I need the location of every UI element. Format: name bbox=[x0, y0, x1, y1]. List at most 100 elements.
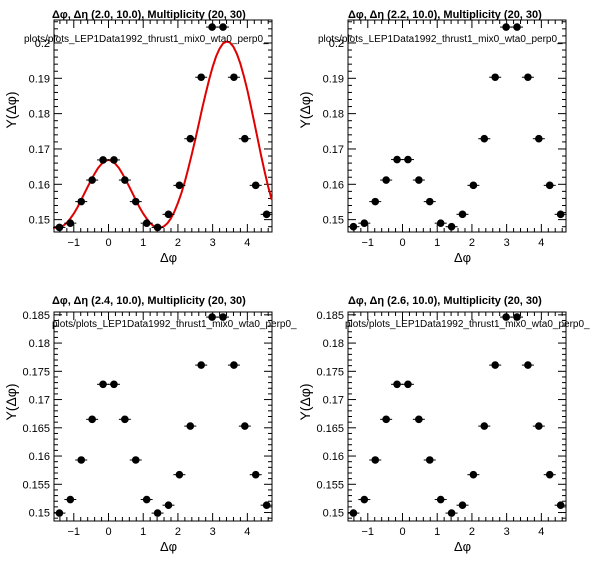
y-tick-label: 0.16 bbox=[29, 179, 50, 191]
data-point bbox=[412, 176, 425, 184]
panel-1-title: Δφ, Δη (2.0, 10.0), Multiplicity (20, 30… bbox=[52, 9, 246, 21]
x-tick-label: 1 bbox=[434, 237, 440, 249]
marker bbox=[556, 210, 565, 219]
panel-1-subtitle: plots/plots_LEP1Data1992_thrust1_mix0_wt… bbox=[24, 34, 269, 45]
marker bbox=[447, 222, 456, 231]
data-point bbox=[478, 134, 491, 143]
data-point bbox=[554, 210, 567, 219]
marker bbox=[153, 509, 162, 517]
plot-frame bbox=[53, 311, 273, 522]
data-point bbox=[380, 415, 393, 424]
y-tick-label: 0.19 bbox=[29, 73, 50, 85]
x-tick-label: 4 bbox=[538, 237, 544, 249]
data-point bbox=[118, 176, 131, 184]
marker bbox=[262, 501, 271, 509]
y-tick-label: 0.15 bbox=[29, 508, 50, 520]
marker bbox=[415, 415, 423, 424]
data-point bbox=[151, 509, 164, 517]
marker bbox=[371, 197, 380, 206]
plot-frame bbox=[53, 19, 273, 233]
marker bbox=[121, 176, 129, 184]
y-tick-label: 0.18 bbox=[29, 338, 50, 350]
data-point bbox=[238, 134, 251, 143]
data-point bbox=[358, 219, 371, 227]
marker bbox=[360, 495, 369, 504]
y-tick-label: 0.16 bbox=[323, 179, 344, 191]
y-tick-label: 0.15 bbox=[323, 508, 344, 520]
data-point bbox=[107, 156, 120, 164]
data-point bbox=[532, 134, 545, 143]
marker bbox=[545, 181, 554, 190]
marker bbox=[436, 219, 445, 227]
marker bbox=[175, 470, 184, 479]
data-point bbox=[162, 210, 175, 219]
data-point bbox=[173, 181, 186, 190]
data-point bbox=[391, 380, 404, 389]
data-point bbox=[217, 313, 230, 321]
data-point bbox=[53, 509, 66, 517]
marker bbox=[425, 197, 434, 206]
data-point bbox=[97, 156, 110, 164]
data-point bbox=[129, 197, 142, 206]
data-point bbox=[195, 361, 208, 369]
x-tick-label: 3 bbox=[504, 237, 510, 249]
marker bbox=[491, 73, 499, 82]
data-point bbox=[195, 73, 208, 82]
y-tick-label: 0.17 bbox=[29, 395, 50, 407]
panel-4-title: Δφ, Δη (2.6, 10.0), Multiplicity (20, 30… bbox=[348, 295, 542, 307]
y-tick-label: 0.18 bbox=[323, 109, 344, 121]
marker bbox=[208, 23, 216, 31]
data-point bbox=[500, 313, 513, 321]
x-tick-label: −1 bbox=[362, 526, 375, 538]
marker bbox=[502, 313, 510, 321]
y-tick-label: 0.18 bbox=[29, 109, 50, 121]
marker bbox=[230, 73, 238, 82]
data-point bbox=[107, 380, 120, 389]
x-tick-label: 2 bbox=[175, 237, 181, 249]
data-point bbox=[64, 219, 77, 227]
data-point bbox=[249, 181, 262, 190]
data-point bbox=[118, 415, 131, 424]
x-axis-label: Δφ bbox=[160, 250, 177, 265]
data-point bbox=[227, 73, 240, 82]
data-point bbox=[206, 313, 219, 321]
x-tick-label: 3 bbox=[210, 526, 216, 538]
data-point bbox=[554, 501, 567, 509]
marker bbox=[349, 222, 358, 231]
marker bbox=[371, 456, 380, 464]
data-point bbox=[380, 176, 393, 184]
marker bbox=[535, 422, 543, 430]
data-point bbox=[391, 155, 404, 164]
data-point bbox=[184, 134, 197, 143]
marker bbox=[77, 456, 86, 464]
data-point bbox=[75, 456, 88, 464]
y-tick-label: 0.185 bbox=[316, 310, 344, 322]
data-point bbox=[151, 223, 164, 232]
marker bbox=[382, 415, 390, 424]
panel-2-title: Δφ, Δη (2.2, 10.0), Multiplicity (20, 30… bbox=[348, 9, 542, 21]
x-tick-label: 0 bbox=[105, 237, 111, 249]
data-point bbox=[456, 210, 469, 219]
y-tick-label: 0.175 bbox=[22, 366, 50, 378]
marker bbox=[241, 422, 249, 430]
marker bbox=[99, 156, 107, 164]
x-tick-label: −1 bbox=[68, 237, 81, 249]
data-point bbox=[511, 23, 524, 31]
data-point bbox=[401, 155, 414, 164]
x-tick-label: 3 bbox=[210, 237, 216, 249]
y-axis-label: Y(Δφ) bbox=[3, 91, 19, 128]
x-tick-label: 1 bbox=[140, 526, 146, 538]
y-axis-label: Y(Δφ) bbox=[297, 91, 313, 128]
data-point bbox=[543, 470, 556, 479]
marker bbox=[458, 501, 467, 509]
marker bbox=[175, 181, 184, 190]
marker bbox=[513, 313, 521, 321]
data-point bbox=[86, 415, 99, 424]
panel-3-subtitle: plots/plots_LEP1Data1992_thrust1_mix0_wt… bbox=[52, 319, 297, 330]
marker bbox=[241, 134, 249, 143]
y-tick-label: 0.16 bbox=[29, 451, 50, 463]
marker bbox=[469, 470, 478, 479]
plot-frame bbox=[347, 19, 567, 233]
marker bbox=[121, 415, 129, 424]
